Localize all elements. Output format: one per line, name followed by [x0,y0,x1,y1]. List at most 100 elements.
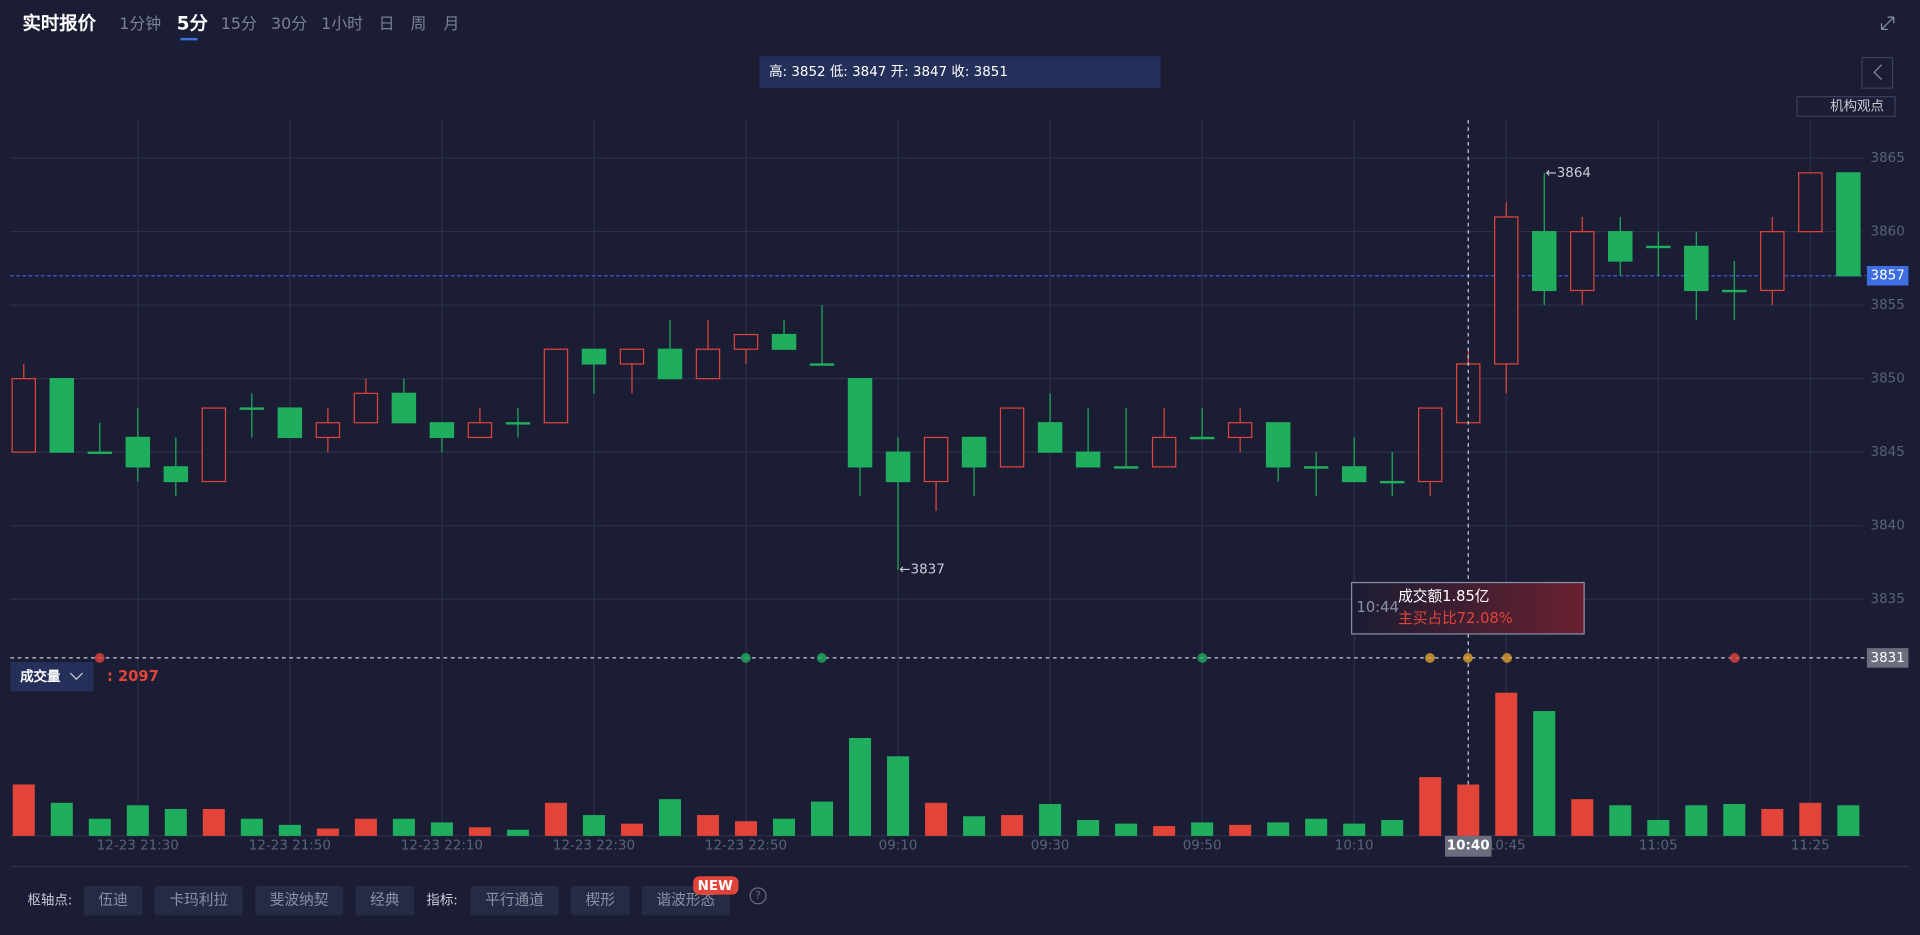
tab[interactable]: 15分 [221,14,257,33]
candle-body [809,363,835,366]
event-marker[interactable] [94,653,105,663]
opinion-button[interactable] [1796,96,1896,117]
event-marker[interactable] [1462,653,1473,663]
volume-bar [1647,819,1670,836]
candle-body [1646,245,1671,249]
event-marker[interactable] [1425,653,1435,663]
tab[interactable]: 日 [379,14,395,33]
volume-bar [544,802,567,836]
candle-body [1151,436,1177,468]
candle-body [1037,422,1063,453]
volume-bar [925,802,948,836]
x-tick-label: 12-23 21:30 [97,839,179,854]
x-tick-label: 10:45 [1487,839,1526,854]
tab[interactable]: 1小时 [321,14,363,33]
volume-bar [278,824,301,836]
candle-body [87,451,113,454]
candle-body [1608,231,1633,262]
volume-bar [1343,823,1366,836]
tab[interactable]: 30分 [271,14,307,33]
volume-bar [1153,826,1176,836]
volume-bar [1495,692,1518,836]
pivot-button-label: 斐波纳契 [270,892,329,909]
price-annotation: ←3837 [899,563,945,578]
y-tick-label: 3865 [1871,151,1905,166]
candle-body [239,407,265,410]
candle-body [1417,407,1443,483]
volume-bar [392,818,415,836]
candle-body [733,333,759,350]
candle-body [923,436,949,483]
y-tick-label: 3860 [1871,225,1905,240]
x-tick-label: 12-23 22:30 [553,839,635,854]
candle-body [619,348,645,365]
volume-bar [1305,818,1328,836]
volume-bar [1723,804,1746,836]
volume-bar [1229,824,1252,836]
candle-body [1113,466,1139,469]
indicator-button[interactable] [470,886,559,916]
volume-bar [88,818,111,836]
candle-body [1189,436,1215,440]
volume-bar [1609,805,1632,836]
trade-tooltip [1351,581,1585,635]
candle-body [1760,231,1785,292]
event-marker[interactable] [1729,653,1740,663]
tab[interactable]: 1分钟 [119,14,161,33]
volume-bar [1001,815,1024,836]
candle-body [1303,466,1329,469]
volume-bar [1761,808,1784,836]
volume-bar [1457,784,1480,836]
tab[interactable]: 周 [411,14,427,33]
volume-bar [582,815,605,836]
pivot-button-label: 卡玛利拉 [169,892,228,909]
volume-chevron [69,672,83,681]
tab[interactable]: 5分 [177,13,209,34]
volume-bar [696,815,720,836]
event-marker[interactable] [1197,653,1208,663]
candle-body [277,407,303,439]
side-toggle[interactable] [1861,56,1894,89]
indicator-button-label: 谐波形态 [657,892,716,909]
event-marker[interactable] [740,653,751,663]
new-badge [693,876,739,895]
pivot-button[interactable] [154,886,243,916]
y-tick-label: 3855 [1871,298,1905,313]
candle-body [695,348,721,380]
volume-bar [316,828,339,836]
candle-body [11,378,37,453]
volume-bar [849,737,872,836]
collapse-icon[interactable] [1880,16,1895,30]
volume-bar [734,821,758,836]
help-icon[interactable] [749,887,767,905]
pivot-button[interactable] [255,886,344,916]
pivot-button[interactable] [83,886,143,916]
y-tick-label: 3835 [1871,592,1905,607]
volume-bar [1419,777,1442,836]
pivot-button[interactable] [355,886,415,916]
event-marker[interactable] [1502,653,1512,663]
volume-bar [811,801,834,836]
indicator-button[interactable] [570,886,630,916]
tab[interactable]: 月 [444,14,460,33]
side-toggle-icon [1873,64,1882,80]
candle-body [201,407,227,483]
volume-bar [354,818,377,836]
candle-body [1379,480,1405,484]
volume-bar [1267,822,1290,836]
volume-bar [1837,805,1860,836]
volume-label: 成交量 [20,668,61,685]
x-tick-label: 11:25 [1791,839,1830,854]
volume-bar [240,818,263,836]
y-tick-label: 3845 [1871,445,1905,460]
event-marker[interactable] [816,653,827,663]
crosshair-price-label: 3831 [1871,651,1905,666]
candle-body [467,422,493,439]
candle-body [49,378,75,453]
volume-bar [468,827,491,836]
price-annotation: ←3864 [1545,166,1591,181]
x-tick-label: 12-23 22:10 [401,839,483,854]
tooltip-buy-ratio: 主买占比72.08% [1398,610,1513,627]
